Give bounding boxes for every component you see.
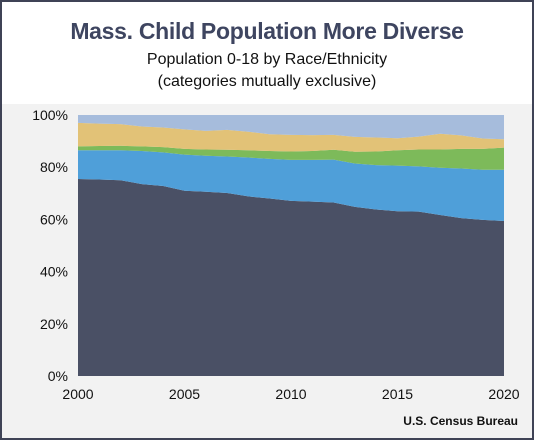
area-series-group: [78, 115, 504, 376]
x-tick-label: 2020: [488, 386, 519, 402]
x-tick-label: 2015: [382, 386, 413, 402]
area-series-2: [78, 150, 504, 221]
plot-panel: 0% 20% 40% 60% 80% 100% 2000 2005 2010 2015 2020 …: [2, 104, 532, 438]
x-axis: 2000 2005 2010 2015 2020: [62, 386, 519, 402]
y-tick-label: 40%: [40, 264, 68, 280]
x-tick-label: 2010: [275, 386, 306, 402]
area-chart: 0% 20% 40% 60% 80% 100% 2000 2005 2010 2015 2020: [32, 107, 520, 402]
y-axis: 0% 20% 40% 60% 80% 100%: [32, 107, 68, 384]
y-tick-label: 100%: [32, 107, 68, 123]
y-tick-label: 80%: [40, 159, 68, 175]
area-series-3: [78, 145, 504, 170]
area-series-5: [78, 115, 504, 140]
y-tick-label: 20%: [40, 316, 68, 332]
y-tick-label: 0%: [48, 368, 68, 384]
x-tick-label: 2000: [62, 386, 93, 402]
area-series-1: [78, 178, 504, 376]
source-credit: U.S. Census Bureau: [403, 414, 518, 428]
area-series-4: [78, 122, 504, 152]
chart-subtitle-line-2: (categories mutually exclusive): [157, 73, 377, 90]
chart-title: Mass. Child Population More Diverse: [70, 18, 464, 44]
y-tick-label: 60%: [40, 211, 68, 227]
x-tick-label: 2005: [169, 386, 200, 402]
chart-subtitle-line-1: Population 0-18 by Race/Ethnicity: [146, 51, 388, 68]
